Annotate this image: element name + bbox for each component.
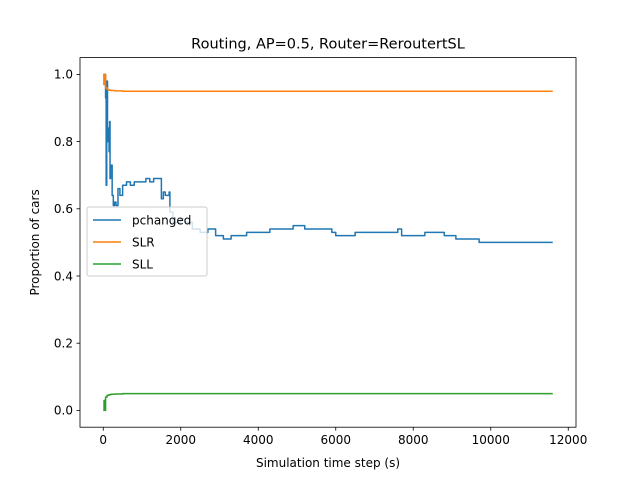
- x-tick-label: 0: [99, 433, 107, 447]
- y-tick-label: 0.2: [54, 337, 73, 351]
- legend-box: [86, 206, 208, 277]
- y-axis: 0.0 0.2 0.4 0.6 0.8 1.0: [54, 68, 80, 418]
- y-tick-label: 0.8: [54, 135, 73, 149]
- plot-frame: [79, 57, 577, 428]
- y-tick-label: 0.0: [54, 404, 73, 418]
- legend-label-SLR: SLR: [132, 235, 155, 249]
- legend-label-pchanged: pchanged: [132, 213, 191, 227]
- legend: pchanged SLR SLL: [86, 206, 208, 277]
- y-tick-label: 0.4: [54, 269, 73, 283]
- y-tick-label: 0.6: [54, 202, 73, 216]
- x-tick-label: 6000: [320, 433, 351, 447]
- y-axis-label: Proportion of cars: [28, 189, 42, 295]
- x-tick-label: 10000: [472, 433, 510, 447]
- x-axis-label: Simulation time step (s): [256, 456, 400, 470]
- y-tick-label: 1.0: [54, 68, 73, 82]
- x-tick-label: 12000: [549, 433, 587, 447]
- x-tick-label: 8000: [398, 433, 429, 447]
- x-tick-label: 2000: [165, 433, 196, 447]
- x-axis: 0 2000 4000 6000 8000 10000 12000: [99, 427, 587, 447]
- x-tick-label: 4000: [243, 433, 274, 447]
- chart-title: Routing, AP=0.5, Router=ReroutertSL: [191, 37, 465, 53]
- legend-label-SLL: SLL: [132, 257, 153, 271]
- series-line-SLL: [103, 392, 553, 412]
- series-line-SLR: [103, 73, 553, 92]
